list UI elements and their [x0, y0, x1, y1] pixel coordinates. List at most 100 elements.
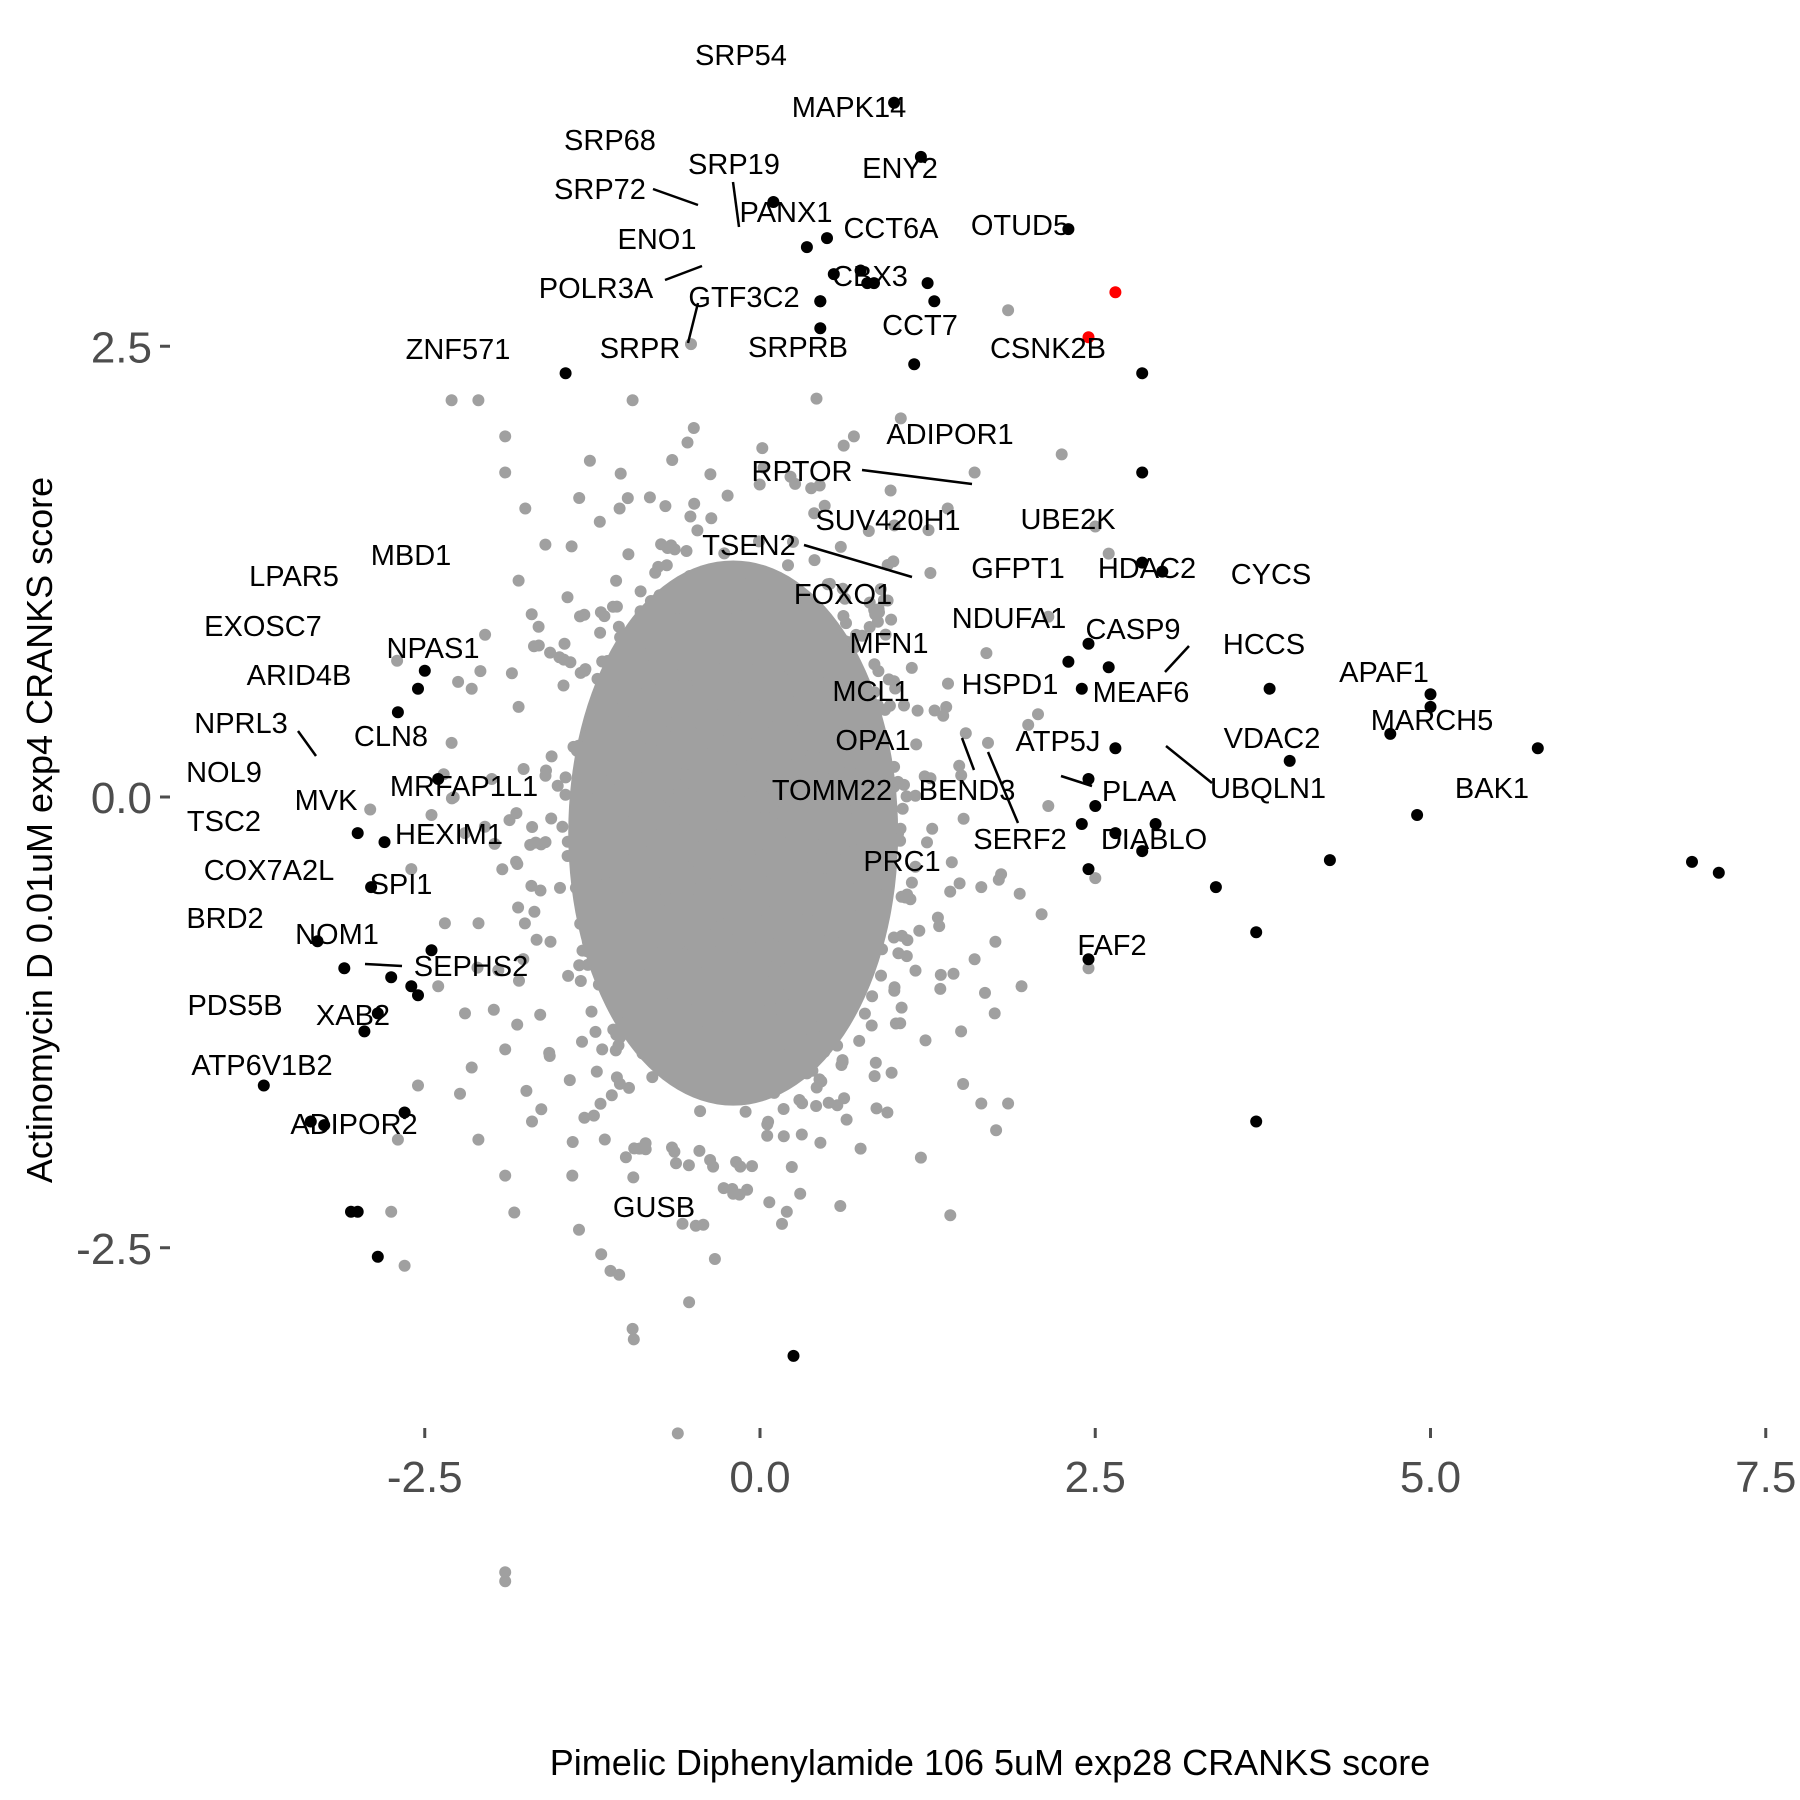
- background-point: [888, 760, 901, 773]
- gene-label-opa1: OPA1: [835, 725, 910, 757]
- background-point: [782, 559, 794, 572]
- background-point: [432, 980, 445, 993]
- background-point: [989, 935, 1002, 948]
- background-point: [791, 912, 804, 925]
- background-point: [761, 1010, 774, 1023]
- background-point: [385, 1205, 398, 1218]
- data-point-prc1: [1082, 953, 1095, 966]
- background-point: [853, 858, 866, 870]
- background-point: [669, 936, 682, 949]
- background-point: [634, 968, 647, 980]
- background-point: [452, 675, 465, 688]
- background-point: [868, 788, 881, 801]
- x-tick-label: 7.5: [1735, 1453, 1796, 1502]
- background-point: [459, 1007, 471, 1020]
- data-point-tsen2: [1062, 655, 1075, 668]
- background-point: [801, 937, 814, 950]
- background-point: [979, 986, 991, 999]
- leader-line: [364, 962, 403, 968]
- background-point: [881, 1106, 894, 1119]
- background-point: [874, 583, 887, 596]
- background-point: [606, 715, 619, 728]
- background-point: [603, 823, 616, 836]
- background-point: [934, 968, 947, 981]
- background-point: [412, 1079, 424, 1092]
- background-point: [786, 746, 799, 759]
- background-point: [391, 1133, 404, 1146]
- background-point: [808, 607, 821, 620]
- background-point: [535, 1103, 548, 1116]
- gene-label-hspd1: HSPD1: [962, 669, 1059, 701]
- background-point: [885, 613, 898, 626]
- background-point: [626, 999, 639, 1012]
- background-point: [766, 816, 779, 829]
- background-point: [837, 439, 850, 452]
- background-point: [766, 926, 779, 939]
- background-point: [505, 667, 518, 680]
- gene-label-srp72: SRP72: [554, 174, 646, 206]
- gene-label-cycs: CYCS: [1231, 559, 1312, 591]
- leader-line: [686, 302, 700, 344]
- gene-label-mfn1: MFN1: [850, 628, 929, 660]
- background-point: [698, 801, 711, 814]
- background-point: [720, 734, 733, 747]
- background-point: [642, 968, 655, 981]
- background-point: [445, 394, 458, 407]
- background-point: [545, 750, 558, 763]
- background-point: [703, 595, 716, 608]
- background-point: [779, 642, 792, 655]
- gene-label-tsen2: TSEN2: [702, 530, 795, 562]
- background-point: [517, 953, 530, 966]
- background-point: [640, 672, 653, 685]
- data-point-bak1: [1712, 866, 1725, 879]
- background-point: [918, 770, 931, 783]
- background-point: [845, 871, 857, 884]
- background-point: [710, 931, 722, 944]
- background-point: [612, 620, 625, 633]
- data-point-pds5b: [304, 1115, 317, 1128]
- background-point: [746, 1160, 758, 1173]
- background-point: [813, 871, 826, 884]
- background-point: [810, 636, 823, 649]
- background-point: [590, 1065, 603, 1078]
- background-point: [788, 896, 801, 909]
- background-point: [926, 822, 939, 835]
- data-point-mcl1: [1089, 800, 1102, 812]
- background-point: [731, 896, 744, 909]
- background-point: [635, 978, 648, 991]
- data-point-casp9: [1384, 727, 1397, 740]
- background-point: [774, 978, 787, 991]
- background-point: [768, 771, 781, 784]
- background-point: [921, 836, 933, 849]
- background-point: [697, 746, 710, 759]
- background-point: [693, 1144, 706, 1157]
- background-point: [680, 545, 693, 557]
- background-point: [947, 967, 960, 980]
- background-point: [709, 611, 722, 624]
- background-point: [627, 1333, 640, 1346]
- background-point: [663, 1009, 676, 1022]
- background-point: [1015, 980, 1028, 993]
- background-point: [750, 676, 763, 689]
- data-point-nol9: [365, 881, 378, 894]
- background-point: [705, 912, 718, 925]
- background-point: [672, 946, 685, 959]
- background-point: [669, 701, 681, 714]
- background-point: [797, 851, 810, 864]
- background-point: [659, 500, 672, 513]
- data-point: [318, 1119, 331, 1132]
- data-point-suv420h1: [1082, 637, 1095, 650]
- data-point-ube2k: [1156, 565, 1169, 578]
- background-point: [701, 771, 713, 784]
- background-point: [831, 1099, 844, 1112]
- background-point: [953, 877, 966, 890]
- background-point: [689, 598, 702, 611]
- background-point: [848, 641, 861, 654]
- background-point: [459, 827, 471, 840]
- background-point: [663, 792, 676, 805]
- background-point: [672, 628, 685, 641]
- background-point: [602, 805, 615, 818]
- background-point: [654, 835, 667, 848]
- background-point: [742, 1047, 754, 1060]
- background-point: [680, 934, 693, 947]
